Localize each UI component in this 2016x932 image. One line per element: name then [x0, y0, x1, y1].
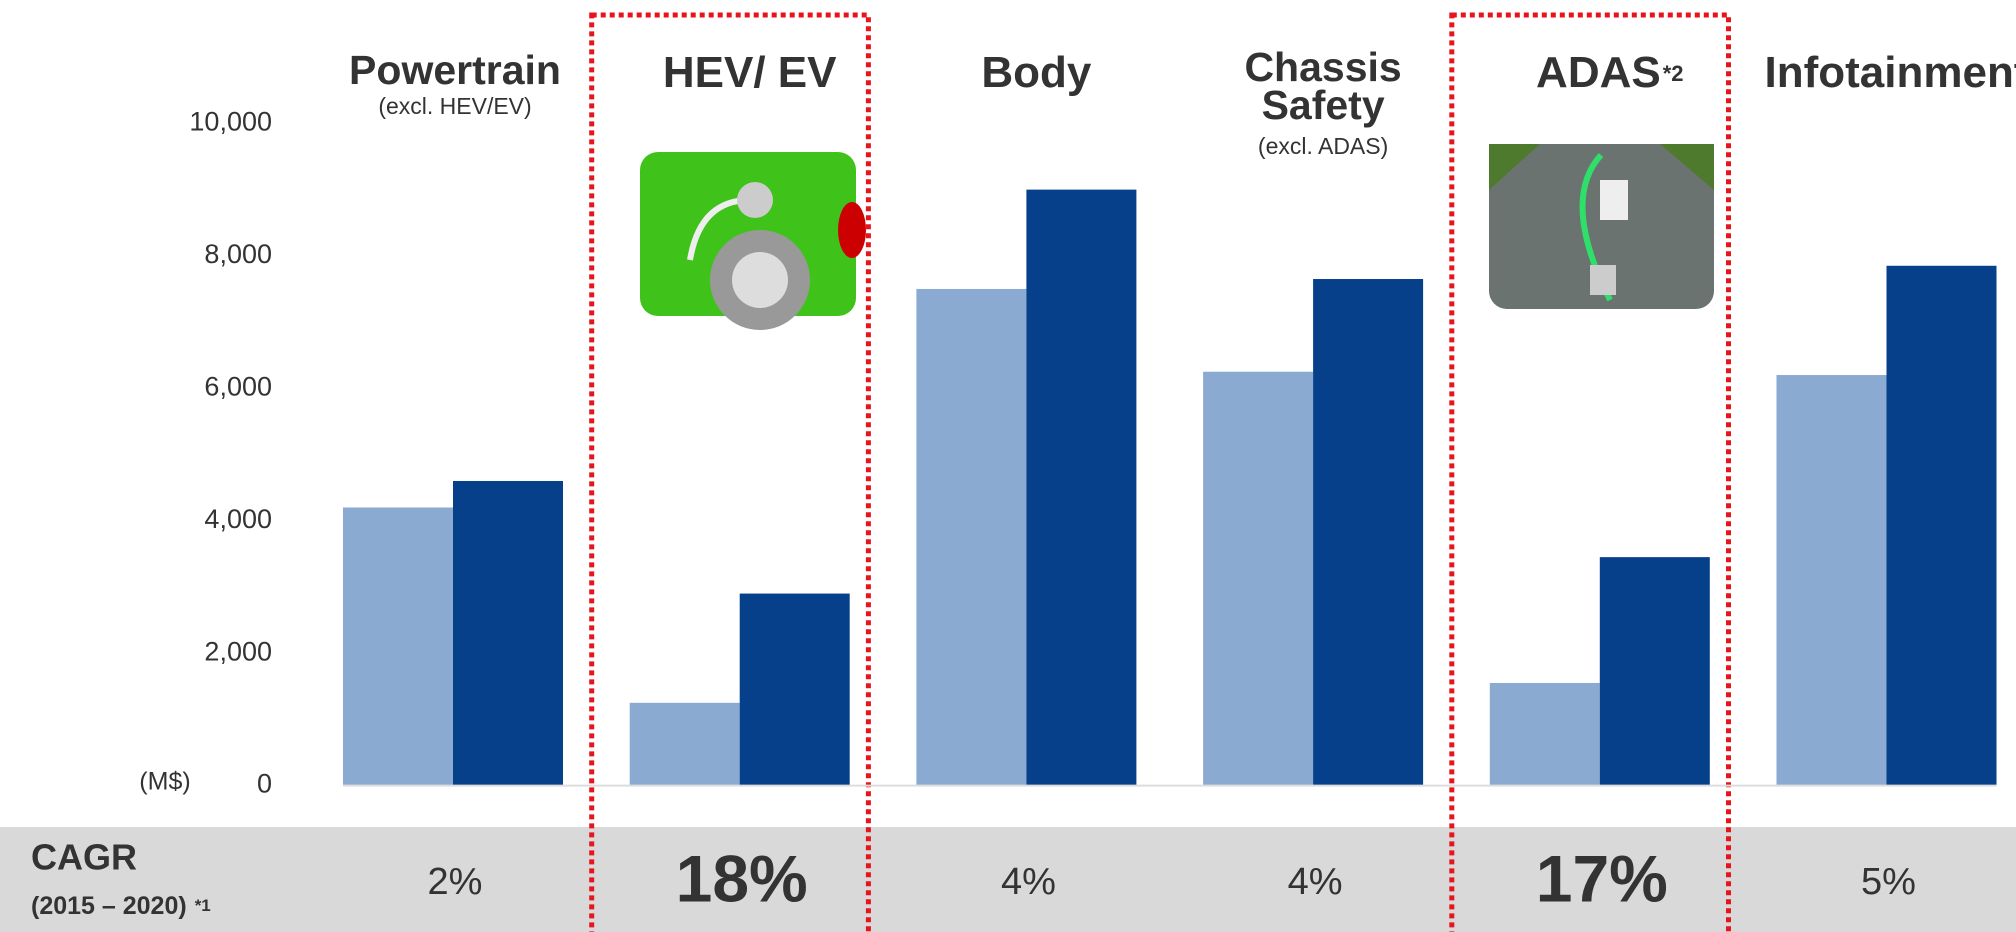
bar	[916, 288, 1027, 786]
bar	[739, 593, 850, 786]
cagr-value: 2%	[428, 861, 483, 903]
y-tick-label: 2,000	[204, 636, 272, 666]
category-name: HEV/ EV	[663, 48, 837, 97]
bar	[1203, 371, 1314, 786]
bar	[1776, 375, 1887, 786]
bar	[1886, 265, 1997, 786]
y-unit: (M$)	[139, 768, 190, 796]
cagr-band	[0, 827, 2016, 932]
cagr-value: 18%	[676, 841, 808, 915]
y-tick-label: 0	[257, 769, 272, 799]
y-tick-label: 10,000	[189, 107, 272, 137]
y-tick-label: 4,000	[204, 504, 272, 534]
bar	[1489, 682, 1600, 786]
cagr-value: 17%	[1536, 841, 1668, 915]
bar	[343, 507, 453, 786]
category-note: (excl. ADAS)	[1258, 133, 1388, 159]
y-tick-label: 8,000	[204, 239, 272, 269]
category-label: Body	[981, 48, 1092, 97]
category-label: HEV/ EV	[663, 48, 837, 97]
y-tick-label: 6,000	[204, 371, 272, 401]
cagr-title: CAGR	[31, 837, 137, 878]
category-name: Infotainment	[1765, 48, 2016, 97]
ev-image	[640, 152, 866, 330]
category-label: Chassis Safety	[1244, 44, 1401, 128]
bar	[1026, 189, 1137, 786]
adas-image	[1489, 144, 1714, 309]
bar	[629, 702, 740, 786]
cagr-period: (2015 – 2020)	[31, 892, 187, 920]
cagr-note: *1	[195, 896, 211, 915]
category-word: Chassis	[1244, 44, 1401, 90]
bar	[1599, 557, 1710, 786]
category-label: Infotainment	[1765, 48, 2016, 97]
category-label: ADAS*2	[1536, 48, 1683, 97]
cagr-value: 5%	[1861, 861, 1916, 903]
bar	[1313, 279, 1424, 786]
category-note: (excl. HEV/EV)	[378, 93, 531, 119]
cagr-value: 4%	[1001, 861, 1056, 903]
cagr-value: 4%	[1288, 861, 1343, 903]
bar	[453, 480, 563, 786]
category-name: Body	[981, 48, 1092, 97]
category-word: Safety	[1262, 82, 1385, 128]
highlight-box	[1449, 12, 1732, 932]
cagr-subtitle: (2015 – 2020) *1	[31, 892, 211, 920]
category-name: ADAS	[1536, 48, 1661, 97]
category-label: Powertrain	[349, 47, 561, 93]
category-note: *2	[1663, 61, 1684, 86]
highlight-box	[589, 12, 871, 932]
